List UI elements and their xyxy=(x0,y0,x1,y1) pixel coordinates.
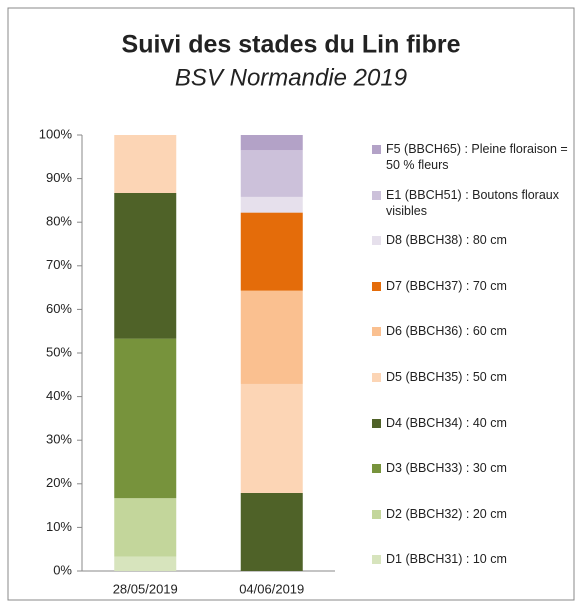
legend-label: D5 (BBCH35) : 50 cm xyxy=(386,370,507,384)
legend-label: D2 (BBCH32) : 20 cm xyxy=(386,506,507,521)
x-tick-label: 28/05/2019 xyxy=(113,581,178,596)
legend-swatch xyxy=(372,418,381,428)
bar-segment xyxy=(114,338,177,499)
legend-label: D1 (BBCH31) : 10 cm xyxy=(386,552,507,567)
legend-item: D1 (BBCH31) : 10 cm xyxy=(372,551,572,567)
legend-label: D7 (BBCH37) : 70 cm xyxy=(386,278,507,293)
legend-item: D5 (BBCH35) : 50 cm xyxy=(372,369,572,385)
y-tick-label: 80% xyxy=(46,214,72,229)
y-tick-label: 20% xyxy=(46,475,72,490)
chart-subtitle: BSV Normandie 2019 xyxy=(175,64,407,91)
bar-segment xyxy=(240,290,303,384)
legend-label: D6 (BBCH36) : 60 cm xyxy=(386,324,507,339)
legend-item: F5 (BBCH65) : Pleine floraison = 50 % fl… xyxy=(372,141,572,173)
y-tick-label: 60% xyxy=(46,301,72,316)
bar-segment xyxy=(114,556,177,571)
legend-swatch xyxy=(372,281,381,291)
legend-swatch xyxy=(372,190,381,200)
legend-item: D8 (BBCH38) : 80 cm xyxy=(372,232,572,248)
y-tick-label: 50% xyxy=(46,344,72,359)
legend-swatch xyxy=(372,509,381,519)
y-tick-label: 30% xyxy=(46,432,72,447)
y-tick-label: 100% xyxy=(39,126,73,141)
bar-segment xyxy=(240,383,303,493)
legend-label: D4 (BBCH34) : 40 cm xyxy=(386,415,507,430)
legend-item: D4 (BBCH34) : 40 cm xyxy=(372,415,572,431)
legend-item: E1 (BBCH51) : Boutons floraux visibles xyxy=(372,187,572,219)
y-tick-label: 40% xyxy=(46,388,72,403)
bar-segment xyxy=(114,498,177,557)
legend-item: D6 (BBCH36) : 60 cm xyxy=(372,323,572,339)
legend-swatch xyxy=(372,236,381,246)
bar-segment xyxy=(240,212,303,291)
legend-swatch xyxy=(372,373,381,382)
legend-swatch xyxy=(372,464,381,474)
bar-segment xyxy=(114,192,177,339)
legend-swatch xyxy=(372,327,381,337)
y-tick-label: 90% xyxy=(46,170,72,185)
bar-segment xyxy=(114,135,177,193)
legend-swatch xyxy=(372,555,381,565)
y-tick-label: 0% xyxy=(53,562,72,577)
x-tick-label: 04/06/2019 xyxy=(239,581,304,596)
legend-label: E1 (BBCH51) : Boutons floraux visibles xyxy=(386,187,559,218)
chart-border xyxy=(7,7,575,601)
y-tick-label: 10% xyxy=(46,519,72,534)
legend-label: D3 (BBCH33) : 30 cm xyxy=(386,461,507,476)
legend-label: F5 (BBCH65) : Pleine floraison = 50 % fl… xyxy=(386,142,568,172)
chart-title: Suivi des stades du Lin fibre xyxy=(122,31,461,59)
bar-segment xyxy=(240,492,303,571)
y-tick-label: 70% xyxy=(46,257,72,272)
bar-segment xyxy=(240,150,303,197)
bar-segment xyxy=(240,196,303,213)
legend-item: D3 (BBCH33) : 30 cm xyxy=(372,460,572,476)
bar-segment xyxy=(240,135,303,151)
legend-swatch xyxy=(372,145,381,154)
legend-item: D2 (BBCH32) : 20 cm xyxy=(372,506,572,522)
legend-item: D7 (BBCH37) : 70 cm xyxy=(372,278,572,294)
legend-label: D8 (BBCH38) : 80 cm xyxy=(386,233,507,248)
